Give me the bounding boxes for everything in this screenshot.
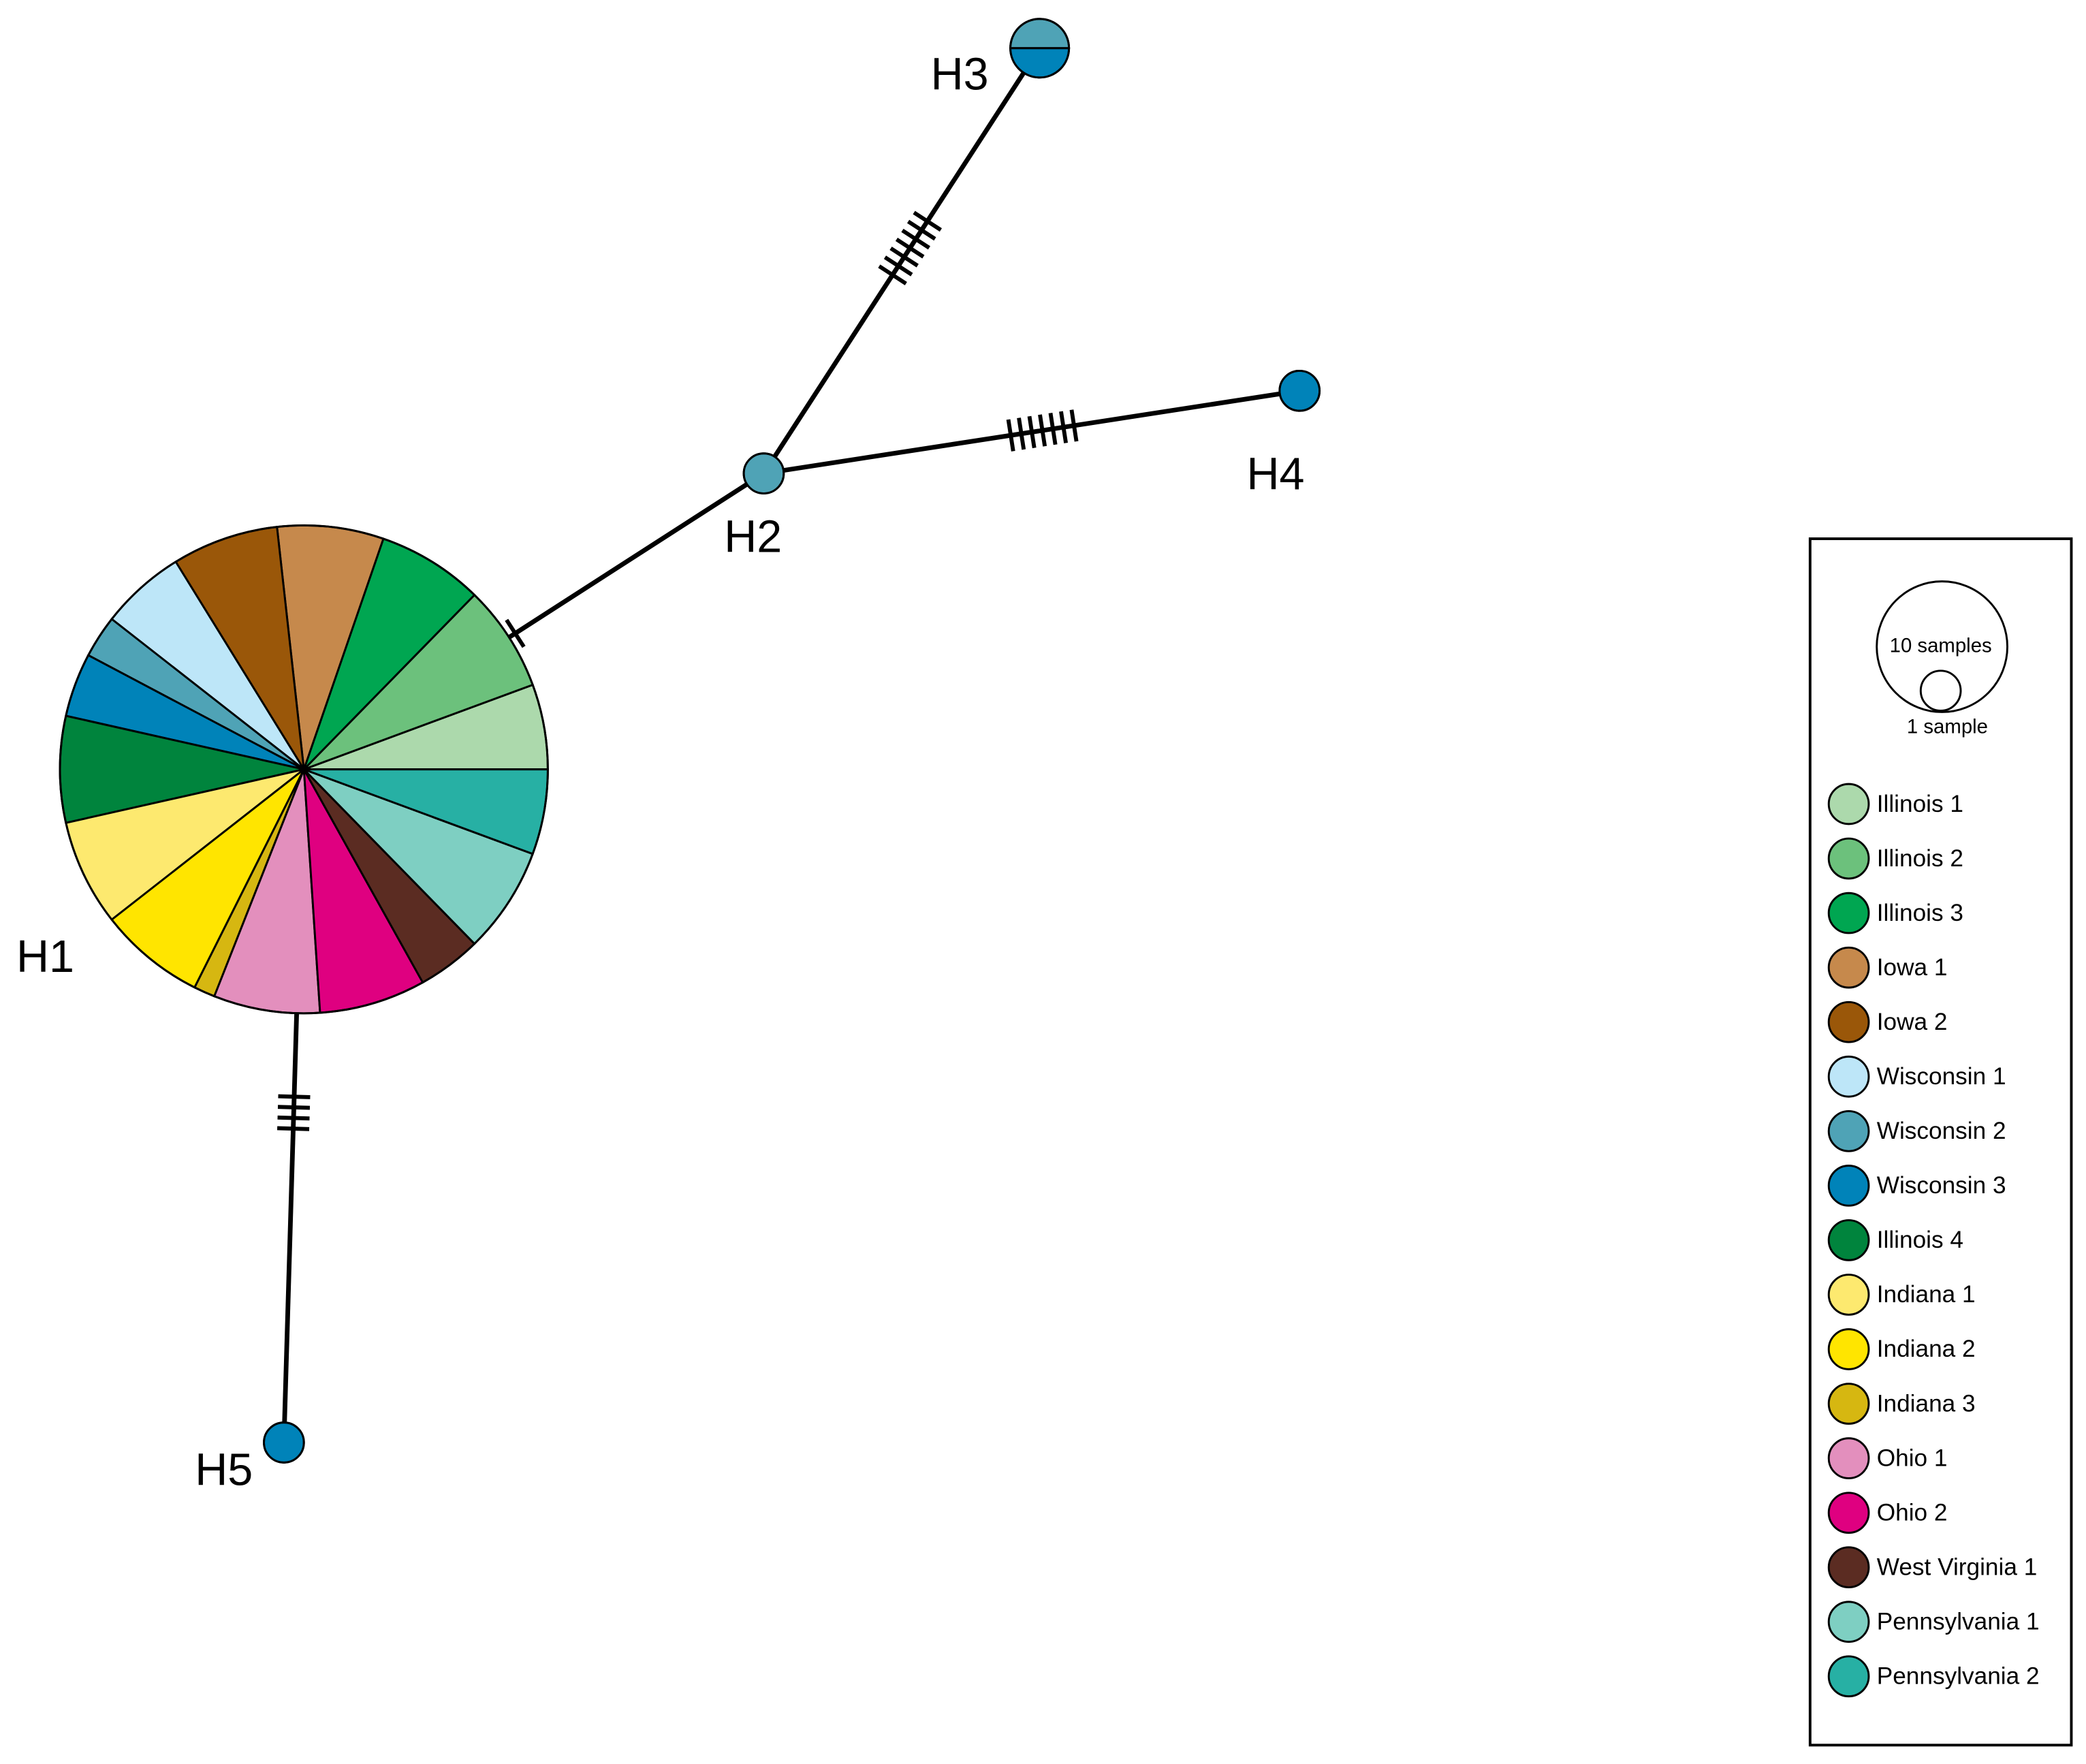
mutation-tick [913,210,943,232]
legend-swatch [1827,783,1870,825]
node-label: H1 [16,932,74,982]
mutation-tick [1017,418,1026,450]
mutation-tick [1069,409,1079,442]
mutation-tick [1059,411,1069,443]
legend-label: Iowa 2 [1877,1009,1948,1035]
mutation-tick [1038,414,1047,447]
legend-label: Ohio 2 [1877,1499,1948,1526]
size-large-label: 10 samples [1890,634,1992,657]
legend-label: Ohio 1 [1877,1445,1948,1471]
legend-label: Pennsylvania 1 [1877,1608,2040,1635]
legend-label: Wisconsin 3 [1877,1172,2006,1199]
pie-slice [1009,18,1071,50]
size-circle-small [1919,670,1962,712]
node-outline [59,524,549,1015]
legend-swatch [1827,1165,1870,1207]
legend-label: Pennsylvania 2 [1877,1663,2040,1690]
node-outline [263,1421,305,1464]
legend-swatch [1827,1437,1870,1479]
mutation-tick [901,228,931,250]
legend-label: Indiana 2 [1877,1336,1976,1362]
legend-swatch [1827,1601,1870,1643]
node-label: H2 [724,512,782,563]
legend-label: Iowa 1 [1877,954,1948,981]
mutation-tick [1048,412,1058,445]
legend-swatch [1827,1109,1870,1152]
mutation-tick [906,219,936,241]
legend-swatch [1827,946,1870,989]
legend-swatch [1827,1001,1870,1043]
legend-label: Illinois 1 [1877,791,1963,817]
legend-label: Wisconsin 2 [1877,1118,2006,1144]
legend-label: West Virginia 1 [1877,1554,2038,1580]
node-label: H5 [195,1445,253,1496]
legend-swatch [1827,1655,1870,1698]
mutation-tick [883,255,913,277]
edge [761,46,1042,475]
node-outline [742,452,785,494]
legend-label: Wisconsin 1 [1877,1063,2006,1090]
legend-label: Illinois 2 [1877,845,1963,872]
mutation-tick [878,264,907,285]
mutation-ticks [1006,409,1079,452]
node-outline [1009,18,1071,79]
legend-swatch [1827,892,1870,934]
legend-swatch [1827,1383,1870,1425]
mutation-ticks [878,210,943,285]
nodes: H1 H2 H3 H4 H5 [16,18,1321,1496]
mutation-tick [895,237,925,259]
size-circle-large [1876,580,2008,713]
node-label: H4 [1246,450,1304,500]
mutation-ticks [277,1094,311,1131]
node-outline [1278,369,1321,412]
legend-label: Illinois 4 [1877,1227,1963,1253]
legend-label: Illinois 3 [1877,900,1963,926]
mutation-tick [889,247,919,268]
legend-swatch [1827,1219,1870,1261]
legend-swatch [1827,1546,1870,1589]
legend-swatch [1827,1492,1870,1534]
mutation-tick [1027,415,1037,449]
size-small-label: 1 sample [1907,716,1988,738]
legend-swatch [1827,837,1870,880]
legend-swatch [1827,1274,1870,1316]
pie-slice [1009,47,1071,79]
mutation-tick [1006,419,1015,452]
legend-swatch [1827,1328,1870,1370]
mutation-tick [505,618,526,648]
legend-label: Indiana 3 [1877,1390,1976,1417]
node-label: H3 [931,49,989,99]
legend-label: Indiana 1 [1877,1281,1976,1308]
legend: 10 samples 1 sample Illinois 1 Illinois 2… [1808,537,2073,1747]
legend-swatch [1827,1055,1870,1098]
mutation-tick [277,1126,310,1131]
